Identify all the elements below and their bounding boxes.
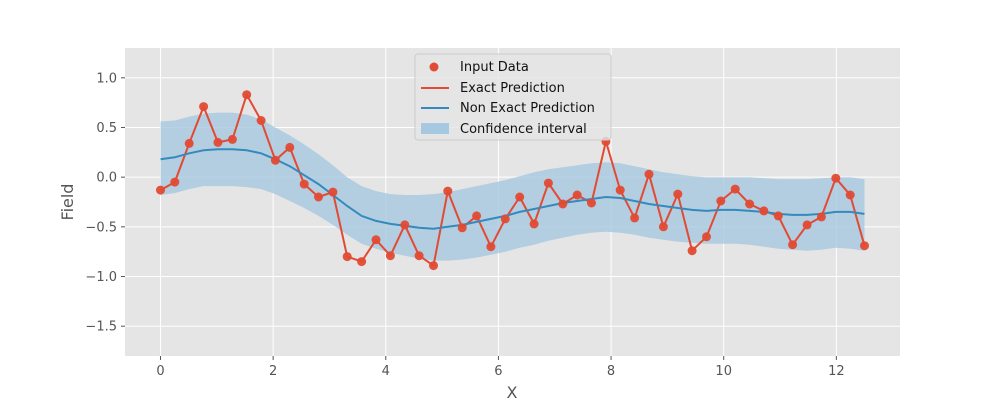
input-data-point bbox=[342, 252, 352, 262]
legend-confidence-interval-label: Confidence interval bbox=[460, 122, 587, 137]
input-data-point bbox=[788, 240, 798, 250]
input-data-point bbox=[371, 235, 381, 245]
legend-exact-prediction-label: Exact Prediction bbox=[460, 81, 565, 96]
input-data-point bbox=[630, 213, 640, 223]
input-data-point bbox=[802, 220, 812, 230]
input-data-point bbox=[256, 116, 266, 125]
y-tick-label: −1.5 bbox=[85, 320, 117, 335]
input-data-point bbox=[845, 190, 855, 200]
x-tick-label: 12 bbox=[828, 364, 845, 379]
input-data-point bbox=[156, 185, 165, 195]
input-data-point bbox=[227, 134, 237, 144]
legend-frame bbox=[414, 53, 612, 141]
input-data-point bbox=[500, 214, 510, 224]
x-tick-label: 6 bbox=[494, 364, 502, 379]
legend-input-data-label: Input Data bbox=[460, 60, 529, 75]
x-tick-label: 4 bbox=[382, 364, 390, 379]
x-axis-label: X bbox=[507, 383, 518, 400]
input-data-point bbox=[543, 178, 553, 188]
y-axis-ticks: −1.5 −1.0 −0.5 0.0 0.5 1.0 bbox=[85, 71, 125, 335]
y-tick-label: −1.0 bbox=[85, 270, 117, 285]
input-data-point bbox=[414, 251, 424, 261]
input-data-point bbox=[199, 102, 209, 112]
y-tick-label: 0.5 bbox=[96, 121, 117, 136]
input-data-point bbox=[314, 192, 323, 202]
input-data-point bbox=[486, 242, 496, 252]
input-data-point bbox=[687, 246, 697, 256]
input-data-point bbox=[773, 211, 783, 221]
y-tick-label: 0.0 bbox=[96, 171, 117, 186]
confidence-interval-band bbox=[160, 112, 865, 261]
input-data-point bbox=[328, 187, 338, 197]
input-data-point bbox=[587, 198, 596, 208]
x-tick-label: 10 bbox=[715, 364, 732, 379]
input-data-point bbox=[515, 192, 525, 202]
y-tick-label: −0.5 bbox=[85, 220, 117, 235]
input-data-point bbox=[299, 179, 309, 189]
input-data-point bbox=[443, 186, 453, 196]
input-data-point bbox=[184, 138, 194, 148]
x-tick-label: 0 bbox=[156, 364, 164, 379]
input-data-point bbox=[558, 199, 568, 209]
input-data-point bbox=[816, 212, 826, 222]
input-data-point bbox=[357, 257, 367, 267]
input-data-point bbox=[385, 251, 395, 261]
legend: Input Data Exact Prediction Non Exact Pr… bbox=[414, 53, 612, 141]
y-tick-label: 1.0 bbox=[96, 71, 117, 86]
x-tick-label: 8 bbox=[607, 364, 615, 379]
x-axis-ticks: 0 2 4 6 8 10 12 bbox=[156, 356, 845, 379]
input-data-point bbox=[658, 222, 668, 232]
x-tick-label: 2 bbox=[269, 364, 277, 379]
input-data-point bbox=[270, 155, 280, 165]
input-data-point bbox=[615, 185, 625, 195]
input-data-point bbox=[429, 261, 438, 271]
y-axis-label: Field bbox=[58, 184, 77, 221]
input-data-point bbox=[860, 241, 869, 251]
input-data-point bbox=[759, 206, 769, 216]
input-data-point bbox=[529, 219, 539, 229]
legend-non-exact-prediction-label: Non Exact Prediction bbox=[460, 101, 595, 116]
input-data-point bbox=[673, 189, 683, 199]
input-data-point bbox=[285, 142, 295, 152]
input-data-point bbox=[572, 190, 582, 200]
input-data-point bbox=[730, 184, 740, 194]
input-data-point bbox=[831, 173, 841, 183]
input-data-point bbox=[457, 223, 467, 233]
input-data-point bbox=[702, 232, 711, 242]
input-data-point bbox=[745, 199, 755, 209]
legend-input-data-marker bbox=[429, 62, 439, 72]
input-data-point bbox=[472, 211, 482, 221]
input-data-point bbox=[400, 220, 410, 230]
input-data-point bbox=[170, 177, 180, 187]
legend-confidence-interval-swatch bbox=[421, 123, 449, 134]
input-data-point bbox=[716, 196, 726, 206]
input-data-point bbox=[644, 169, 654, 179]
input-data-point bbox=[213, 137, 223, 147]
input-data-point bbox=[242, 90, 252, 100]
